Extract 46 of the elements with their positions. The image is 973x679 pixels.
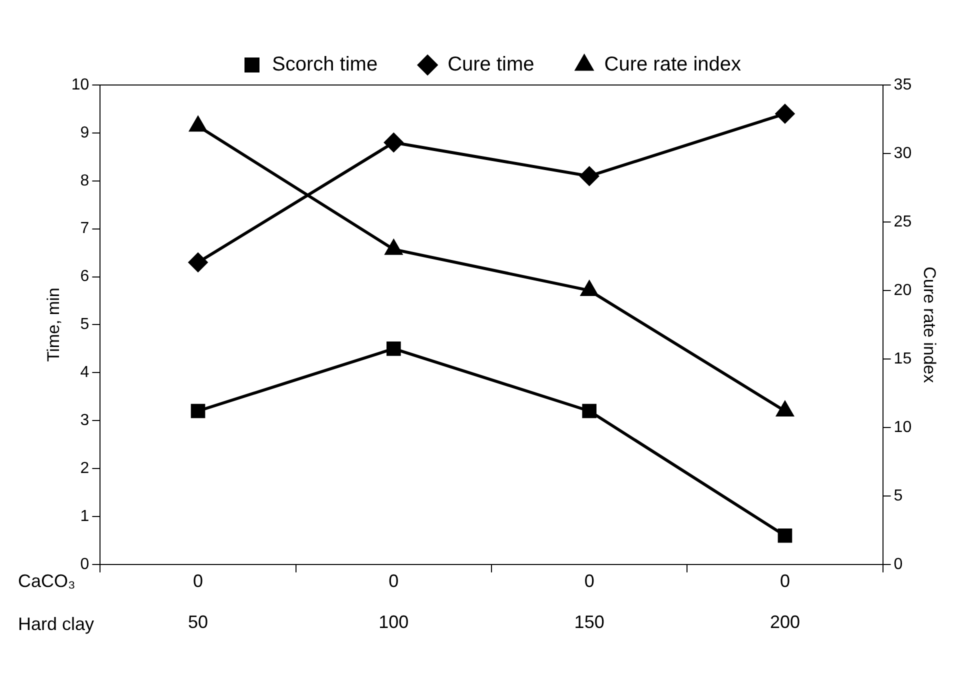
y-tick-label: 9 xyxy=(80,124,90,142)
x-tick-label: 150 xyxy=(574,612,604,632)
x-tick-label: 200 xyxy=(770,612,800,632)
y2-tick-label: 20 xyxy=(894,282,912,299)
y-tick-label: 3 xyxy=(80,412,90,429)
text: 0 xyxy=(388,570,399,591)
text: CaCO₃ xyxy=(18,570,76,591)
y-tick-label: 6 xyxy=(80,268,90,286)
legend-label: Cure rate index xyxy=(604,54,742,76)
y-tick-label: 4 xyxy=(80,364,90,382)
y2-tick-label: 5 xyxy=(894,487,903,504)
point xyxy=(580,280,598,296)
y-tick-label: 1 xyxy=(80,508,90,525)
y2-axis-title: Cure rate index xyxy=(920,266,940,384)
point xyxy=(385,240,402,255)
legend-label: Cure time xyxy=(448,54,534,76)
y-axis-title: Time, min xyxy=(44,288,63,362)
y2-tick-label: 25 xyxy=(894,213,912,230)
y-tick-label: 5 xyxy=(80,316,90,334)
y-tick-label: 7 xyxy=(80,220,90,238)
legend-label: Scorch time xyxy=(272,54,378,76)
point xyxy=(582,404,596,418)
y-tick-label: 0 xyxy=(80,556,90,573)
x-tick-label: 50 xyxy=(188,612,208,632)
y-tick-label: 2 xyxy=(80,460,90,477)
point xyxy=(580,166,599,186)
point xyxy=(384,133,404,152)
point xyxy=(188,252,208,272)
y2-tick-label: 35 xyxy=(894,76,912,94)
x-tick-label: 100 xyxy=(378,612,409,632)
text: 0 xyxy=(584,570,594,591)
y2-tick-label: 10 xyxy=(894,418,912,436)
point xyxy=(190,116,206,132)
point xyxy=(190,404,206,418)
y2-tick-label: 30 xyxy=(894,144,912,162)
y2-tick-label: 15 xyxy=(894,350,912,368)
text: 0 xyxy=(193,570,204,591)
y-tick-label: 10 xyxy=(71,76,90,94)
x-axis-title: Hard clay xyxy=(18,614,94,634)
text: 0 xyxy=(780,570,790,591)
y-tick-label: 8 xyxy=(80,172,90,190)
y2-tick-label: 0 xyxy=(894,556,903,573)
point xyxy=(776,401,794,416)
point xyxy=(775,104,794,124)
point xyxy=(386,342,401,356)
point xyxy=(778,528,792,543)
